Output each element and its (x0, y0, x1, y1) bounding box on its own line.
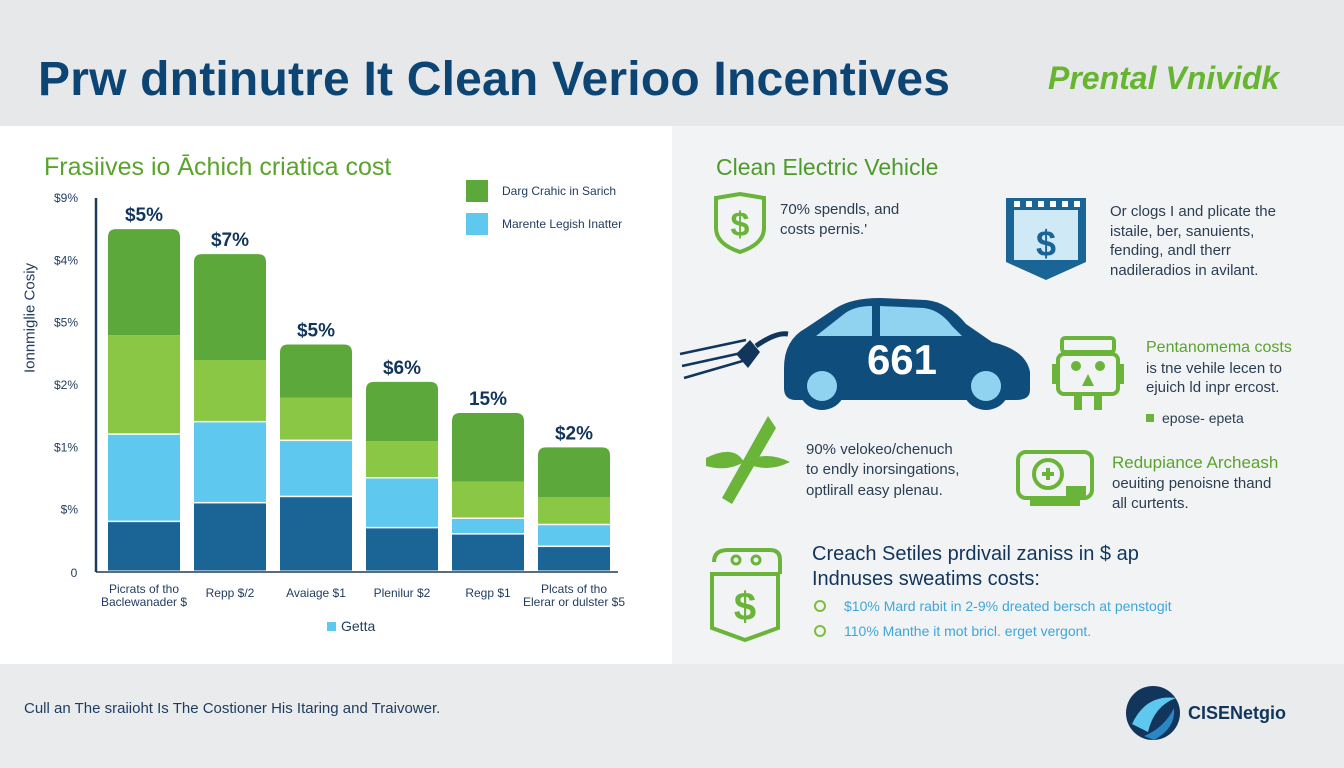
bar-segment (108, 229, 180, 336)
legend-swatch (327, 621, 336, 631)
y-tick-label: $2% (54, 378, 78, 392)
bar-segment (280, 344, 352, 398)
bar-segment (452, 519, 524, 534)
tag-swatch (1146, 414, 1154, 422)
legend-label: Getta (341, 618, 376, 634)
savings-heading: Creach Setiles prdivail zaniss in $ ap I… (812, 543, 1139, 590)
y-tick-label: $% (61, 503, 79, 517)
svg-text:$: $ (1036, 223, 1056, 264)
logo-text: CISENetgio (1188, 703, 1287, 723)
bar-value-label: $5% (297, 320, 335, 341)
header: Prw dntinutre It Clean Verioo Incentives… (0, 0, 1344, 126)
engine-icon (1016, 450, 1094, 506)
svg-text:$: $ (734, 585, 756, 629)
bar-segment (280, 497, 352, 571)
x-category-label: Avaiage $1 (286, 586, 346, 600)
y-tick-label: 0 (71, 566, 78, 580)
bullet-icon (814, 600, 826, 612)
bar-segment (366, 441, 438, 477)
dollar-shield-icon: $ (714, 192, 766, 254)
plant-arrows-icon (706, 416, 790, 504)
stacked-bar-chart: $% $1% $2% $5% $4% $9% 0 $5% Picrats of tho Bacle… (54, 191, 625, 609)
bar-segment (538, 547, 610, 571)
bar-value-label: $2% (555, 423, 593, 444)
company-logo-icon (1126, 686, 1180, 740)
brand-tagline: Prental Vnividk (1048, 60, 1280, 96)
info-tag: epose- epeta (1146, 410, 1244, 426)
x-category-label: Plcats of tho Elerar or dulster $5 (523, 582, 625, 609)
chart-title: Frasiives io Āchich criatica cost (44, 153, 392, 181)
x-category-label: Regp $1 (465, 586, 511, 600)
x-category-label: Plenilur $2 (374, 586, 431, 600)
robot-icon (1052, 336, 1124, 410)
car-number: 661 (866, 336, 938, 383)
bar-segment (366, 381, 438, 442)
bar-segment (452, 534, 524, 571)
savings-item: $10% Mard rabit in 2-9% dreated bersch a… (814, 598, 1172, 614)
footer-text: Cull an The sraiioht Is The Costioner Hi… (24, 700, 441, 717)
bullet-icon (814, 625, 826, 637)
info-block-3: Pentanomema costs is tne vehile lecen to… (1146, 339, 1292, 397)
legend-item: Darg Crahic in Sarich (466, 180, 616, 202)
section-title: Clean Electric Vehicle (716, 154, 939, 180)
bar-segment (538, 497, 610, 524)
bar-segment (280, 441, 352, 496)
electric-car-icon (679, 298, 1030, 410)
legend-label: Marente Legish Inatter (502, 217, 623, 231)
x-category-label: Repp $/2 (206, 586, 255, 600)
bar-segment (108, 522, 180, 571)
bar-segment (366, 478, 438, 527)
bar-segment (452, 413, 524, 482)
y-tick-label: $9% (54, 191, 78, 205)
x-category-label: Picrats of tho Baclewanader $ (101, 582, 187, 609)
info-block-2: Or clogs I and plicate the istaile, ber,… (1110, 203, 1276, 279)
legend-label: Darg Crahic in Sarich (502, 184, 617, 198)
legend-swatch (466, 213, 488, 235)
bar-value-label: 15% (469, 389, 507, 410)
savings-jar-icon: $ (710, 548, 782, 642)
page-title: Prw dntinutre It Clean Verioo Incentives (38, 53, 951, 106)
info-block-1: 70% spendls, and costs pernis.' (780, 201, 900, 239)
bar-value-label: $5% (125, 205, 163, 226)
info-block-5: Redupiance Archeash oeuiting penoisne th… (1112, 453, 1279, 512)
bar-value-label: $6% (383, 358, 421, 379)
y-tick-label: $1% (54, 440, 78, 454)
svg-text:$: $ (731, 206, 750, 244)
bar-segment (108, 335, 180, 434)
legend-item: Marente Legish Inatter (466, 213, 622, 235)
legend-swatch (466, 180, 488, 202)
info-block-4: 90% velokeo/chenuch to endly inorsingati… (806, 441, 960, 499)
y-axis-label: Ionnmiglie Cosiy (21, 262, 39, 374)
bar-segment (538, 447, 610, 498)
bar-segment (452, 481, 524, 518)
bar-segment (280, 397, 352, 440)
dollar-calendar-icon: $ (1006, 198, 1086, 280)
bar-segment (194, 503, 266, 571)
bar-value-label: $7% (211, 230, 249, 251)
bar-segment (108, 434, 180, 521)
bar-segment (194, 254, 266, 361)
bar-segment (194, 360, 266, 421)
bar-segment (366, 528, 438, 571)
bar-segment (194, 422, 266, 502)
y-tick-label: $5% (54, 316, 78, 330)
savings-item: 110% Manthe it mot bricl. erget vergont. (814, 623, 1091, 639)
bottom-legend: Getta (327, 618, 375, 634)
y-tick-label: $4% (54, 253, 78, 267)
bar-segment (538, 525, 610, 546)
